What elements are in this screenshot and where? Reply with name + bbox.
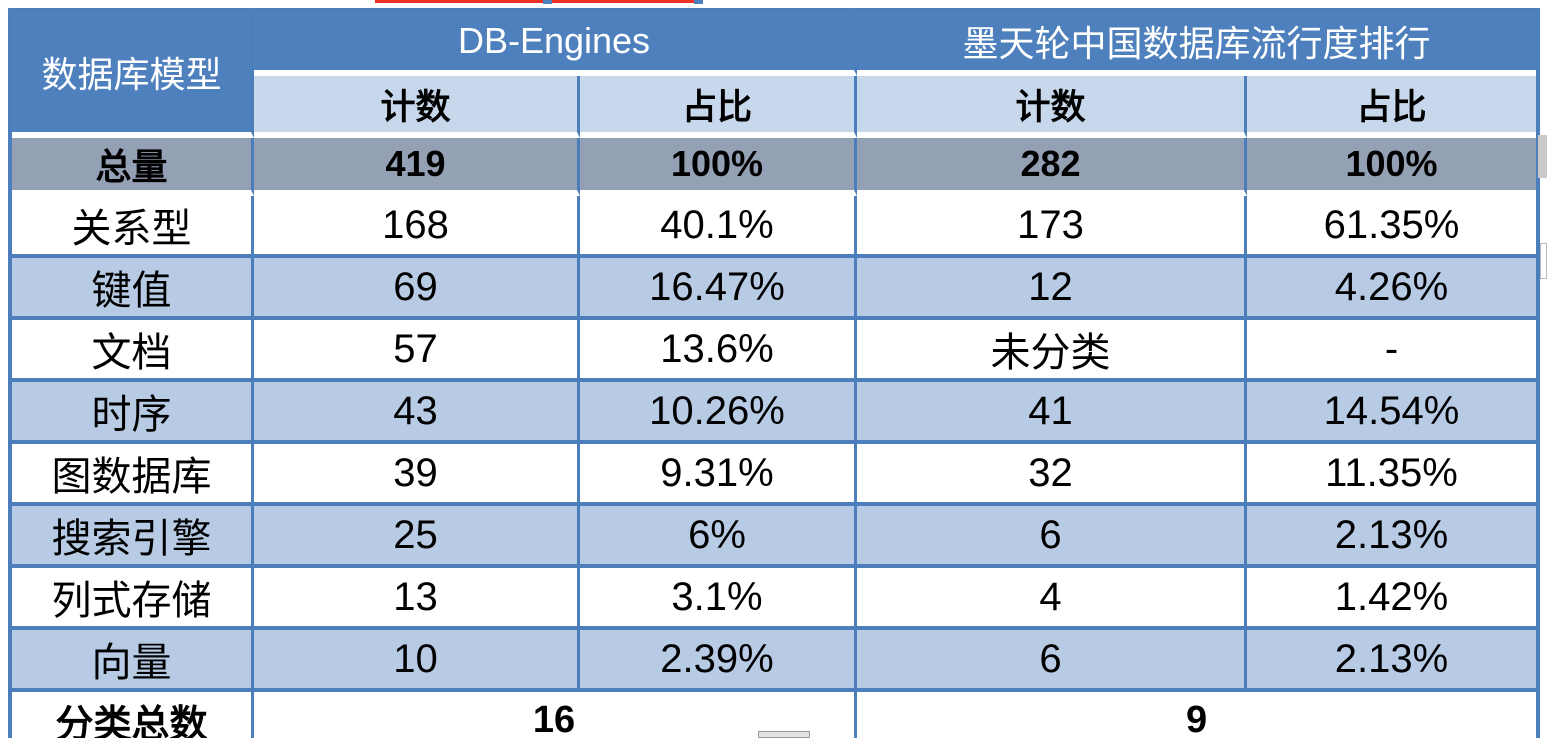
row-label: 向量 xyxy=(12,630,254,692)
total-value: 419 xyxy=(254,138,580,196)
footer-value-db-engines: 16 xyxy=(254,692,857,738)
subheader-motianlun-count: 计数 xyxy=(857,76,1247,138)
artifact-blue-tick xyxy=(543,0,552,4)
cell-value: 14.54% xyxy=(1247,382,1537,444)
cell-value: - xyxy=(1247,320,1537,382)
cell-value: 2.13% xyxy=(1247,506,1537,568)
row-label: 关系型 xyxy=(12,196,254,258)
cell-value: 2.13% xyxy=(1247,630,1537,692)
row-label: 时序 xyxy=(12,382,254,444)
cell-value: 10 xyxy=(254,630,580,692)
cell-value: 57 xyxy=(254,320,580,382)
row-label: 图数据库 xyxy=(12,444,254,506)
row-label: 列式存储 xyxy=(12,568,254,630)
row-label: 总量 xyxy=(12,138,254,196)
cell-value: 3.1% xyxy=(580,568,857,630)
cell-value: 2.39% xyxy=(580,630,857,692)
sub-header-row: 计数 占比 计数 占比 xyxy=(12,76,1537,138)
subheader-motianlun-share: 占比 xyxy=(1247,76,1537,138)
total-value: 100% xyxy=(1247,138,1537,196)
total-value: 100% xyxy=(580,138,857,196)
cell-value: 未分类 xyxy=(857,320,1247,382)
row-label: 文档 xyxy=(12,320,254,382)
footer-value-motianlun: 9 xyxy=(857,692,1537,738)
cell-value: 43 xyxy=(254,382,580,444)
table-row: 图数据库 39 9.31% 32 11.35% xyxy=(12,444,1537,506)
scrollbar-thumb[interactable] xyxy=(1538,135,1547,178)
total-row: 总量 419 100% 282 100% xyxy=(12,138,1537,196)
row-label: 搜索引擎 xyxy=(12,506,254,568)
footer-label: 分类总数 xyxy=(12,692,254,738)
table-body: 总量 419 100% 282 100% 关系型 168 40.1% 173 61.35% 键值 69… xyxy=(12,138,1537,738)
group-header-db-engines: DB-Engines xyxy=(254,12,857,76)
cell-value: 6 xyxy=(857,506,1247,568)
row-label: 键值 xyxy=(12,258,254,320)
horizontal-scrollbar-handle[interactable] xyxy=(758,731,810,738)
total-value: 282 xyxy=(857,138,1247,196)
cell-value: 168 xyxy=(254,196,580,258)
group-header-row: 数据库模型 DB-Engines 墨天轮中国数据库流行度排行 xyxy=(12,12,1537,138)
cell-value: 6% xyxy=(580,506,857,568)
scrollbar-track[interactable] xyxy=(1540,243,1547,279)
cell-value: 41 xyxy=(857,382,1247,444)
table-row: 键值 69 16.47% 12 4.26% xyxy=(12,258,1537,320)
cell-value: 40.1% xyxy=(580,196,857,258)
cell-value: 1.42% xyxy=(1247,568,1537,630)
table-row: 文档 57 13.6% 未分类 - xyxy=(12,320,1537,382)
cell-value: 6 xyxy=(857,630,1247,692)
table-row: 列式存储 13 3.1% 4 1.42% xyxy=(12,568,1537,630)
table-row: 时序 43 10.26% 41 14.54% xyxy=(12,382,1537,444)
comparison-table: 数据库模型 DB-Engines 墨天轮中国数据库流行度排行 计数 占比 计数 … xyxy=(12,12,1537,738)
artifact-red-underline xyxy=(375,0,700,3)
cell-value: 16.47% xyxy=(580,258,857,320)
cell-value: 4.26% xyxy=(1247,258,1537,320)
cell-value: 25 xyxy=(254,506,580,568)
cell-value: 12 xyxy=(857,258,1247,320)
subheader-db-engines-count: 计数 xyxy=(254,76,580,138)
table-row: 向量 10 2.39% 6 2.13% xyxy=(12,630,1537,692)
corner-header-database-model: 数据库模型 xyxy=(12,12,254,138)
cell-value: 13.6% xyxy=(580,320,857,382)
group-header-motianlun: 墨天轮中国数据库流行度排行 xyxy=(857,12,1537,76)
cell-value: 69 xyxy=(254,258,580,320)
database-model-comparison-table: 数据库模型 DB-Engines 墨天轮中国数据库流行度排行 计数 占比 计数 … xyxy=(8,8,1540,738)
cell-value: 9.31% xyxy=(580,444,857,506)
cell-value: 39 xyxy=(254,444,580,506)
artifact-blue-tick xyxy=(694,0,703,4)
cell-value: 32 xyxy=(857,444,1247,506)
cell-value: 10.26% xyxy=(580,382,857,444)
cell-value: 13 xyxy=(254,568,580,630)
cell-value: 11.35% xyxy=(1247,444,1537,506)
table-row: 搜索引擎 25 6% 6 2.13% xyxy=(12,506,1537,568)
cell-value: 61.35% xyxy=(1247,196,1537,258)
subheader-db-engines-share: 占比 xyxy=(580,76,857,138)
footer-row: 分类总数 16 9 xyxy=(12,692,1537,738)
table-row: 关系型 168 40.1% 173 61.35% xyxy=(12,196,1537,258)
cell-value: 4 xyxy=(857,568,1247,630)
cell-value: 173 xyxy=(857,196,1247,258)
